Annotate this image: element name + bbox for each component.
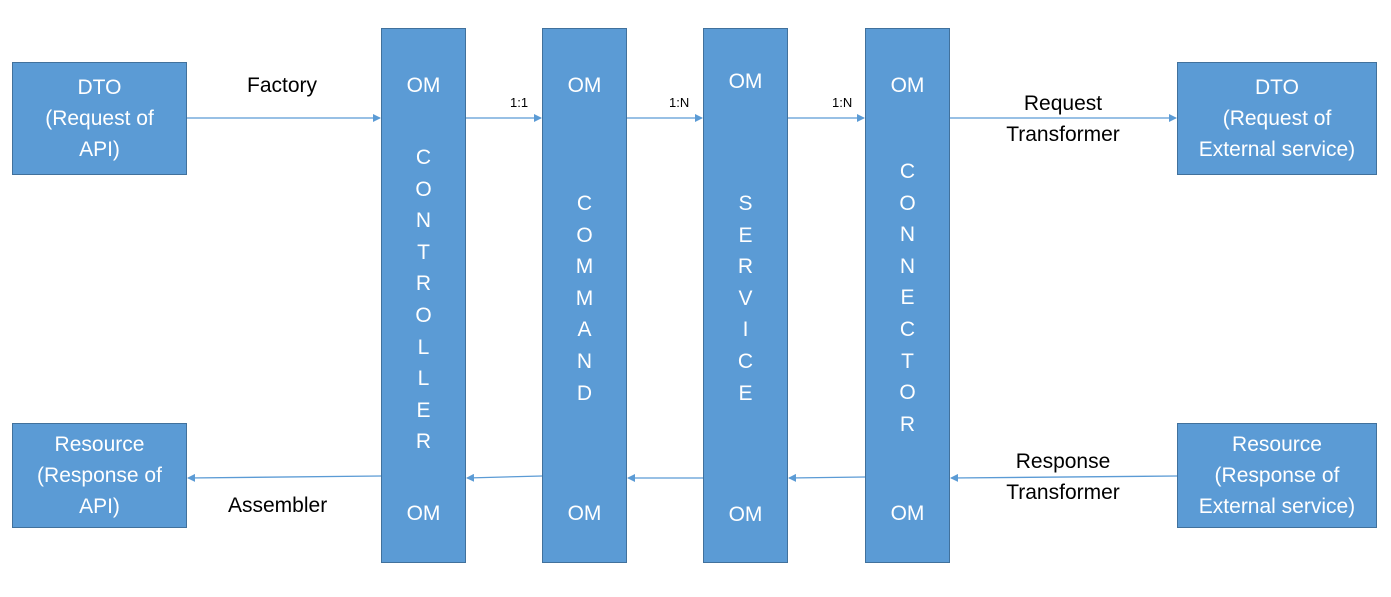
controller-letter: L <box>417 335 430 359</box>
command-letter: N <box>576 349 593 373</box>
response-transformer-line1: Response <box>1015 450 1111 473</box>
connector-top-om: OM <box>890 74 925 97</box>
connector-letter: O <box>899 381 916 405</box>
service-letter: E <box>738 223 753 247</box>
dto-api-box: DTO (Request of API) <box>12 62 187 175</box>
controller-column: OM C O N T R O L L E R OM <box>381 28 466 563</box>
dto-api-line1: DTO <box>77 76 122 99</box>
dto-external-box: DTO (Request of External service) <box>1177 62 1377 175</box>
command-letter: D <box>576 381 593 405</box>
controller-vertical-label: C O N T R O L L E R <box>382 142 465 458</box>
resource-external-line2: (Response of <box>1214 464 1340 487</box>
dto-external-line1: DTO <box>1255 76 1299 99</box>
dto-api-line2: (Request of <box>45 107 154 130</box>
connector-letter: R <box>899 412 916 436</box>
command-letter: C <box>576 192 593 215</box>
controller-letter: E <box>416 398 431 422</box>
dto-external-line2: (Request of <box>1222 107 1332 130</box>
controller-letter: R <box>415 272 432 296</box>
request-transformer-line2: Transformer <box>1006 123 1120 146</box>
resource-api-line3: API) <box>79 495 120 518</box>
connector-letter: O <box>899 191 916 215</box>
connector-column: OM C O N N E C T O R OM <box>865 28 950 563</box>
command-vertical-label: C O M M A N D <box>543 188 626 409</box>
connector-bottom-om: OM <box>890 502 925 525</box>
controller-letter: C <box>415 146 432 169</box>
controller-letter: T <box>417 240 430 264</box>
command-letter: O <box>576 223 593 247</box>
command-letter: A <box>577 318 592 342</box>
resource-api-line2: (Response of <box>37 464 162 487</box>
controller-letter: O <box>415 303 432 327</box>
resource-api-box: Resource (Response of API) <box>12 423 187 528</box>
resource-external-line1: Resource <box>1232 433 1322 456</box>
assembler-label: Assembler <box>228 494 328 517</box>
dto-api-line3: API) <box>79 138 120 161</box>
connector-vertical-label: C O N N E C T O R <box>866 156 949 440</box>
controller-letter: R <box>415 430 432 454</box>
request-transformer-label: Request Transformer <box>990 88 1136 150</box>
ratio-service-connector: 1:N <box>832 95 853 110</box>
arrow-connector-service <box>788 473 866 482</box>
resource-api-line1: Resource <box>54 433 145 456</box>
ratio-controller-command: 1:1 <box>510 95 529 110</box>
ratio-command-service: 1:N <box>669 95 690 110</box>
resource-external-box: Resource (Response of External service) <box>1177 423 1377 528</box>
service-vertical-label: S E R V I C E <box>704 188 787 409</box>
controller-top-om: OM <box>406 74 441 97</box>
controller-letter: L <box>417 367 430 391</box>
response-transformer-label: Response Transformer <box>990 446 1136 508</box>
command-bottom-om: OM <box>567 502 602 525</box>
request-transformer-line1: Request <box>1023 92 1103 115</box>
factory-label: Factory <box>247 74 318 97</box>
controller-bottom-om: OM <box>406 502 441 525</box>
connector-letter: N <box>899 254 916 278</box>
connector-letter: E <box>900 286 915 310</box>
connector-letter: N <box>899 223 916 247</box>
response-transformer-line2: Transformer <box>1006 481 1120 504</box>
service-letter: V <box>738 286 753 310</box>
controller-letter: N <box>415 209 432 233</box>
service-bottom-om: OM <box>728 503 763 526</box>
command-top-om: OM <box>567 74 602 97</box>
service-letter: E <box>738 381 753 405</box>
connector-letter: C <box>899 317 916 341</box>
command-letter: M <box>575 286 594 310</box>
dto-external-line3: External service) <box>1198 138 1356 161</box>
arrow-assembler <box>187 473 382 482</box>
command-column: OM C O M M A N D OM <box>542 28 627 563</box>
service-letter: C <box>737 349 754 373</box>
controller-letter: O <box>415 177 432 201</box>
service-top-om: OM <box>728 70 763 93</box>
service-letter: S <box>738 192 753 215</box>
connector-letter: T <box>901 349 914 373</box>
service-column: OM S E R V I C E OM <box>703 28 788 563</box>
arrow-command-controller <box>466 473 543 482</box>
service-letter: I <box>742 318 749 342</box>
connector-letter: C <box>899 160 916 183</box>
resource-external-line3: External service) <box>1198 495 1356 518</box>
arrow-response-transformer <box>950 473 1178 482</box>
service-letter: R <box>737 255 754 279</box>
command-letter: M <box>575 255 594 279</box>
